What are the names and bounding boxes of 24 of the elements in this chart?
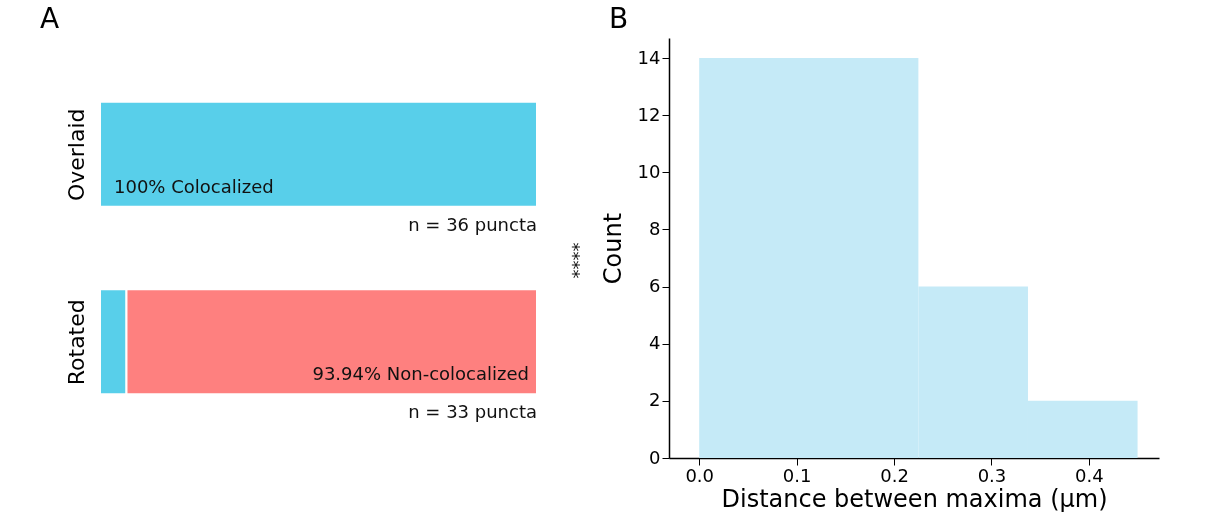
x-axis-title: Distance between maxima (μm) [721, 484, 1108, 513]
y-tick-label: 12 [637, 103, 661, 125]
y-tick-label: 8 [649, 217, 661, 239]
x-tick-label: 0.4 [1075, 464, 1104, 486]
chart-title: A [40, 2, 60, 35]
x-tick-label: 0.3 [977, 464, 1007, 486]
x-tick-label: 0.2 [880, 464, 909, 486]
y-tick-label: Overlaid [63, 108, 89, 202]
x-tick-label: 0.0 [685, 464, 715, 486]
y-tick-label: Rotated [63, 299, 89, 386]
chart-title: B [609, 2, 629, 35]
data-label: 100% Colocalized [114, 175, 274, 197]
y-tick-label: 2 [649, 389, 661, 411]
y-tick-label: 0 [649, 446, 661, 468]
text: **** [563, 242, 584, 279]
y-tick-label: 10 [637, 160, 661, 182]
x-tick-label: 0.1 [782, 464, 812, 486]
data-label: 93.94% Non-colocalized [312, 363, 529, 385]
y-tick-label: 14 [637, 46, 661, 68]
y-axis-title: Count [598, 212, 627, 285]
y-tick-label: 6 [649, 275, 661, 297]
annotation: n = 33 puncta [408, 401, 537, 423]
y-tick-label: 4 [649, 332, 661, 354]
annotation: n = 36 puncta [408, 213, 537, 235]
